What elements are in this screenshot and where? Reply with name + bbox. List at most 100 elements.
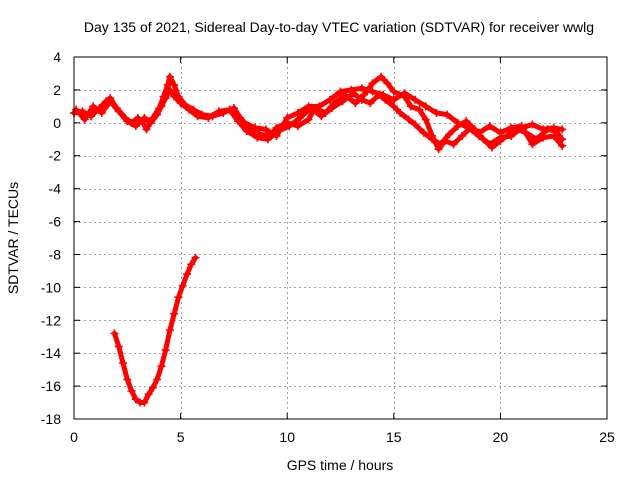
- data-point-pass-d-4: [127, 387, 136, 396]
- data-point-pass-c-22: [464, 123, 473, 132]
- data-point-pass-b-12: [161, 94, 170, 103]
- data-point-pass-b-34: [366, 99, 375, 108]
- series-line-pass-b: [73, 87, 565, 150]
- data-point-pass-b-53: [521, 128, 530, 137]
- data-point-pass-a-31: [293, 122, 302, 131]
- data-point-pass-d-5: [131, 395, 140, 404]
- data-point-pass-c-20: [443, 110, 452, 119]
- data-point-pass-b-4: [106, 97, 115, 106]
- data-point-pass-b-20: [225, 105, 234, 114]
- data-point-pass-b-42: [428, 135, 437, 144]
- data-point-pass-d-1: [114, 342, 123, 351]
- data-point-pass-b-17: [193, 112, 202, 121]
- data-point-pass-c-3: [261, 125, 270, 134]
- data-point-pass-c-4: [272, 131, 281, 140]
- y-tick-label-2: -14: [41, 345, 61, 361]
- plot-frame: [73, 56, 608, 420]
- x-tick-label-2: 10: [279, 429, 295, 445]
- data-point-pass-c-13: [368, 87, 377, 96]
- data-point-pass-c-14: [379, 90, 388, 99]
- y-tick-label-11: 4: [53, 49, 61, 65]
- data-point-pass-c-17: [411, 95, 420, 104]
- data-point-pass-a-32: [304, 115, 313, 124]
- y-tick-label-3: -12: [41, 312, 61, 328]
- data-point-pass-b-6: [123, 117, 132, 126]
- y-axis-label: SDTVAR / TECUs: [5, 182, 21, 294]
- data-point-pass-c-2: [251, 123, 260, 132]
- data-point-pass-d-10: [153, 375, 162, 384]
- data-point-pass-a-54: [485, 122, 494, 131]
- x-tick-label-0: 0: [70, 429, 78, 445]
- data-point-pass-a-41: [383, 79, 392, 88]
- x-tick-label-3: 15: [386, 429, 402, 445]
- data-point-pass-b-26: [285, 122, 294, 131]
- data-point-pass-c-28: [528, 120, 537, 129]
- data-point-pass-c-9: [325, 95, 334, 104]
- y-tick-label-1: -16: [41, 378, 61, 394]
- data-layer: [70, 72, 567, 407]
- data-point-pass-c-8: [315, 102, 324, 111]
- data-point-pass-c-30: [549, 123, 558, 132]
- data-point-pass-c-16: [400, 89, 409, 98]
- data-point-pass-b-10: [153, 110, 162, 119]
- data-point-pass-d-14: [170, 309, 179, 318]
- data-point-pass-c-0: [229, 108, 238, 117]
- data-point-pass-d-11: [157, 362, 166, 371]
- data-point-pass-a-38: [359, 90, 368, 99]
- data-point-pass-b-16: [185, 105, 194, 114]
- data-point-pass-a-60: [549, 131, 558, 140]
- data-point-pass-c-10: [336, 87, 345, 96]
- data-point-pass-b-15: [176, 99, 185, 108]
- y-axis-ticks: -18 -16 -14 -12 -10 -8 -6 -4 -2 0 2 4: [41, 49, 607, 427]
- data-point-pass-a-42: [389, 87, 398, 96]
- data-point-pass-a-37: [351, 99, 360, 108]
- data-point-pass-a-51: [458, 131, 467, 140]
- data-point-pass-b-24: [264, 135, 273, 144]
- data-point-pass-c-11: [347, 85, 356, 94]
- y-tick-label-4: -10: [41, 279, 61, 295]
- data-point-pass-b-27: [295, 113, 304, 122]
- data-point-pass-b-57: [558, 135, 567, 144]
- data-point-pass-c-7: [304, 102, 313, 111]
- data-point-pass-b-2: [89, 102, 98, 111]
- data-point-pass-c-15: [389, 95, 398, 104]
- data-point-pass-b-1: [80, 115, 89, 124]
- data-point-pass-c-29: [539, 125, 548, 134]
- data-point-pass-c-27: [517, 123, 526, 132]
- data-point-pass-b-18: [204, 113, 213, 122]
- data-point-pass-b-5: [114, 107, 123, 116]
- data-point-pass-a-39: [368, 79, 377, 88]
- data-point-pass-c-25: [496, 133, 505, 142]
- data-point-pass-a-16: [165, 72, 174, 81]
- data-point-pass-b-3: [97, 108, 106, 117]
- data-point-pass-b-0: [72, 105, 81, 114]
- data-point-pass-d-3: [123, 375, 132, 384]
- data-point-pass-c-5: [283, 113, 292, 122]
- data-point-pass-c-1: [240, 118, 249, 127]
- data-point-pass-d-0: [110, 329, 119, 338]
- data-point-pass-b-44: [445, 130, 454, 139]
- data-point-pass-d-9: [148, 383, 157, 392]
- x-tick-label-5: 25: [599, 429, 615, 445]
- data-point-pass-b-31: [338, 97, 347, 106]
- y-tick-label-6: -6: [49, 214, 62, 230]
- y-tick-label-9: 0: [53, 115, 61, 131]
- data-point-pass-c-21: [453, 118, 462, 127]
- data-point-pass-d-15: [174, 293, 183, 302]
- data-point-pass-b-11: [157, 102, 166, 111]
- data-point-pass-b-9: [146, 118, 155, 127]
- data-point-pass-c-24: [485, 140, 494, 149]
- y-tick-label-5: -8: [49, 246, 62, 262]
- data-point-pass-b-7: [131, 122, 140, 131]
- data-point-pass-c-23: [475, 131, 484, 140]
- data-point-pass-d-12: [161, 345, 170, 354]
- x-axis-ticks: 0 5 10 15 20 25: [70, 57, 615, 445]
- data-point-pass-a-40: [377, 72, 386, 81]
- data-point-pass-d-18: [187, 260, 196, 269]
- data-point-pass-d-8: [144, 390, 153, 399]
- series-pass-c: [229, 84, 567, 149]
- x-tick-label-4: 20: [493, 429, 509, 445]
- y-tick-label-8: -2: [49, 148, 62, 164]
- y-tick-label-7: -4: [49, 181, 62, 197]
- data-point-pass-b-29: [317, 112, 326, 121]
